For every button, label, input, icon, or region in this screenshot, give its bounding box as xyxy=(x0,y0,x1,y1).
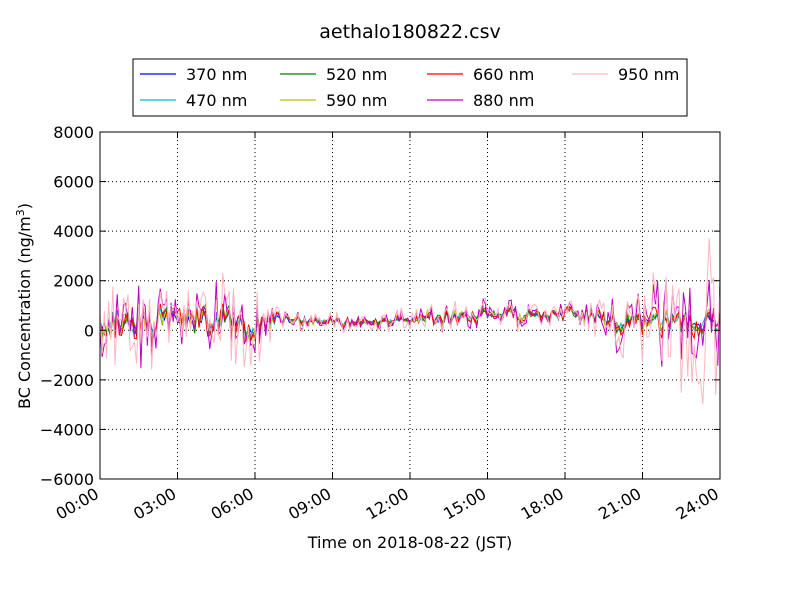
x-tick-label: 03:00 xyxy=(130,484,179,524)
legend-label: 370 nm xyxy=(186,65,247,84)
series-layer xyxy=(99,238,721,405)
legend-box xyxy=(132,58,688,117)
x-tick-label: 09:00 xyxy=(285,484,334,524)
y-tick-label: 0 xyxy=(84,321,94,340)
x-tick-label: 18:00 xyxy=(518,484,567,524)
x-tick-label: 12:00 xyxy=(363,484,412,524)
y-tick-label: 6000 xyxy=(53,173,94,192)
series-line-950-nm xyxy=(99,238,721,405)
x-tick-label: 00:00 xyxy=(53,484,102,524)
x-axis-label: Time on 2018-08-22 (JST) xyxy=(307,533,512,552)
series-line-660-nm xyxy=(99,298,721,348)
y-tick-label: −4000 xyxy=(40,420,94,439)
plot-area xyxy=(100,132,720,479)
legend-label: 520 nm xyxy=(326,65,387,84)
legend-label: 880 nm xyxy=(473,91,534,110)
y-tick-label: 8000 xyxy=(53,123,94,142)
y-tick-label: 4000 xyxy=(53,222,94,241)
y-axis-ticks: −6000 −4000 −2000 0 2000 4000 6000 8000 xyxy=(40,123,720,489)
legend-label: 950 nm xyxy=(618,65,679,84)
legend-label: 590 nm xyxy=(326,91,387,110)
y-tick-label: 2000 xyxy=(53,272,94,291)
grid-lines xyxy=(100,132,720,479)
y-tick-label: −6000 xyxy=(40,470,94,489)
y-axis-label-superscript: 3 xyxy=(14,209,27,216)
y-axis-label-tail: ) xyxy=(15,203,34,209)
legend: 370 nm 470 nm 520 nm 590 nm 660 nm 880 nm 950 … xyxy=(132,58,688,117)
x-tick-label: 24:00 xyxy=(673,484,722,524)
x-tick-label: 15:00 xyxy=(440,484,489,524)
y-axis-label: BC Concentration (ng/m3) xyxy=(14,203,34,409)
x-tick-label: 21:00 xyxy=(595,484,644,524)
x-tick-label: 06:00 xyxy=(208,484,257,524)
series-line-880-nm xyxy=(99,277,721,369)
y-tick-label: −2000 xyxy=(40,371,94,390)
chart-title: aethalo180822.csv xyxy=(319,21,501,43)
y-axis-label-main: BC Concentration (ng/m xyxy=(15,216,34,409)
legend-label: 470 nm xyxy=(186,91,247,110)
legend-label: 660 nm xyxy=(473,65,534,84)
